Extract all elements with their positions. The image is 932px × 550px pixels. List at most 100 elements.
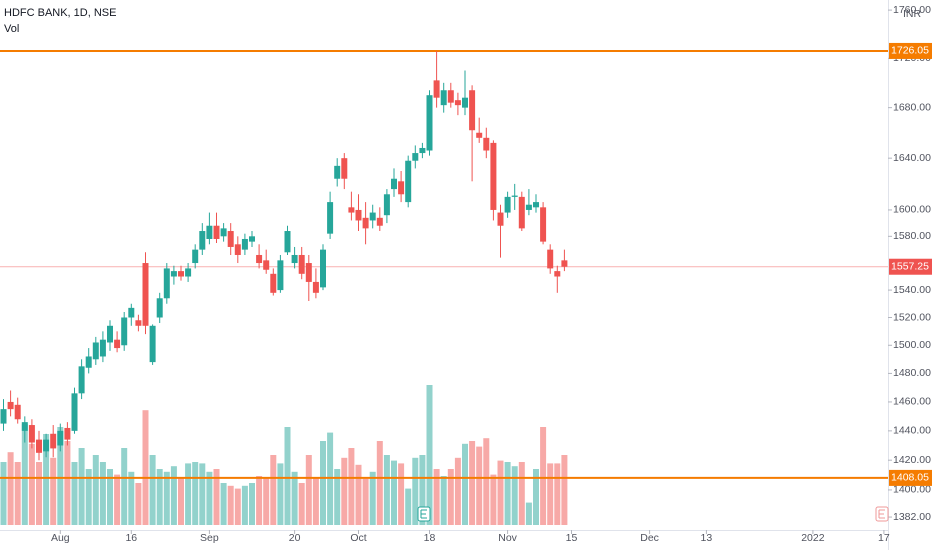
candle-body <box>433 80 440 98</box>
x-tick-label: Nov <box>498 532 517 544</box>
axes: 1760.001720.001680.001640.001600.001580.… <box>51 4 932 544</box>
volume-bar <box>504 462 511 525</box>
candle-body <box>440 90 447 106</box>
volume-bar <box>284 427 291 525</box>
volume-bar <box>92 455 99 525</box>
candle-body <box>21 422 28 431</box>
volume-bar <box>121 448 128 525</box>
candle-body <box>525 204 532 210</box>
volume-bar <box>305 455 312 525</box>
volume-bar <box>234 488 241 525</box>
candle-body <box>206 225 213 239</box>
volume-title: Vol <box>4 23 19 35</box>
candle-body <box>107 325 113 343</box>
candle-body <box>426 95 433 151</box>
x-tick-label: Aug <box>51 532 70 544</box>
volume-bar <box>36 462 42 525</box>
candle-body <box>249 236 255 242</box>
candle-body <box>497 212 504 226</box>
y-tick-label: 1600.00 <box>893 204 931 216</box>
candle-body <box>121 317 128 346</box>
candle-body <box>398 181 405 195</box>
candle-body <box>511 195 518 197</box>
y-tick-label: 1580.00 <box>893 230 931 242</box>
candle-body <box>163 268 170 299</box>
volume-bar <box>50 457 57 525</box>
volume-bar <box>348 448 355 525</box>
volume-bar <box>114 474 121 525</box>
volume-bar <box>320 441 326 525</box>
candle-body <box>412 153 419 161</box>
candle-body <box>50 433 57 449</box>
candle-body <box>320 249 326 288</box>
candle-body <box>14 404 21 420</box>
volume-bar <box>277 463 284 525</box>
candle-body <box>462 97 468 108</box>
volume-bar <box>291 471 298 525</box>
volume-bar <box>398 463 405 525</box>
volume-bar <box>135 483 142 525</box>
candle-body <box>490 142 497 210</box>
y-tick-label: 1400.00 <box>893 484 931 496</box>
volume-bar <box>71 462 78 525</box>
volume-bar <box>355 464 362 525</box>
volume-bar <box>185 463 192 525</box>
candle-body <box>178 271 184 277</box>
volume-bar <box>149 455 156 525</box>
candle-body <box>284 231 291 253</box>
volume-bar <box>376 441 383 525</box>
candle-body <box>298 254 305 274</box>
volume-bar <box>312 477 319 525</box>
candle-body <box>405 160 412 203</box>
volume-bar <box>497 460 504 525</box>
volume-bar <box>85 469 92 525</box>
volume-bar <box>64 441 71 525</box>
level-label: 1408.05 <box>891 472 929 484</box>
volume-bar <box>263 477 270 525</box>
candle-body <box>312 281 319 293</box>
y-tick-label: 1460.00 <box>893 396 931 408</box>
candle-body <box>142 263 149 326</box>
candle-body <box>71 393 78 431</box>
volume-bar <box>57 427 64 525</box>
earnings-icon <box>417 506 431 522</box>
candle-body <box>28 425 35 443</box>
level-label: 1726.05 <box>891 45 929 57</box>
volume-bar <box>43 434 50 525</box>
candle-body <box>128 307 135 318</box>
volume-bar <box>362 478 369 525</box>
volume-bar <box>298 483 305 525</box>
volume-bar <box>7 452 14 525</box>
level-label-box <box>889 42 932 59</box>
candle-body <box>185 268 192 277</box>
volume-bar <box>554 463 561 525</box>
volume-bar <box>405 488 412 525</box>
candle-body <box>355 209 362 221</box>
volume-bar <box>28 443 35 525</box>
volume-bar <box>128 471 135 525</box>
candle-body <box>234 244 241 255</box>
volume-bar <box>483 438 490 525</box>
candle-body <box>291 254 298 264</box>
volume-bar <box>256 476 263 525</box>
volume-bar <box>270 455 277 525</box>
candle-body <box>277 260 284 291</box>
volume-bar <box>206 471 213 525</box>
volume-bar <box>78 448 85 525</box>
candle-body <box>383 194 390 216</box>
x-tick-label: 20 <box>289 532 301 544</box>
candle-body <box>0 409 7 424</box>
volume-bar <box>412 457 419 525</box>
candle-body <box>362 217 369 229</box>
volume-bar <box>107 469 113 525</box>
volume-bar <box>391 460 397 525</box>
volume-bar <box>518 462 525 525</box>
x-tick-label: 17 <box>878 532 890 544</box>
x-tick-label: Oct <box>350 532 366 544</box>
y-tick-label: 1480.00 <box>893 367 931 379</box>
candle-body <box>547 249 554 269</box>
candle-body <box>43 439 50 452</box>
volume-bar <box>213 469 220 525</box>
x-tick-label: 13 <box>701 532 713 544</box>
volume-bar <box>447 469 454 525</box>
